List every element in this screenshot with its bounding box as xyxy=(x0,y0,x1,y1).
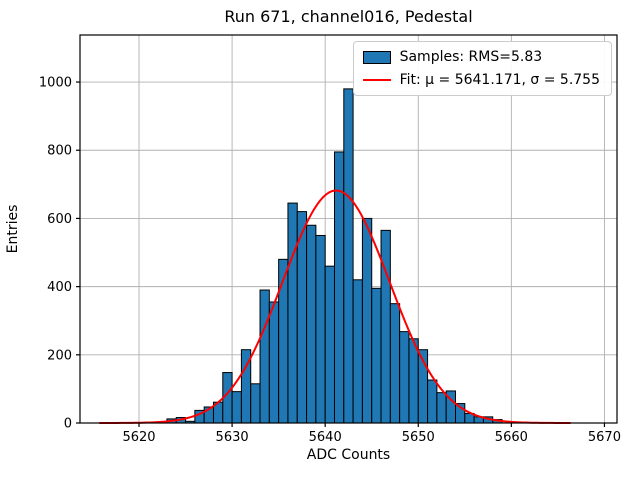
histogram-bar xyxy=(306,224,317,424)
histogram-bar xyxy=(361,217,373,424)
histogram-bar xyxy=(399,331,410,424)
y-axis-tick-label: 600 xyxy=(47,212,72,227)
y-axis-tick-label: 200 xyxy=(47,348,72,363)
x-axis-label: ADC Counts xyxy=(306,447,391,463)
histogram-bar xyxy=(352,279,363,424)
histogram-bar xyxy=(389,303,401,424)
x-axis-tick-label: 5630 xyxy=(216,430,249,445)
legend: Samples: RMS=5.83 Fit: μ = 5641.171, σ =… xyxy=(352,41,612,96)
axes-frame xyxy=(79,34,618,424)
fit-curve xyxy=(98,189,571,424)
samples-swatch xyxy=(362,50,391,64)
histogram-bar xyxy=(287,202,298,424)
histogram-bar xyxy=(315,234,326,424)
y-axis-tick-label: 400 xyxy=(47,280,72,295)
y-axis-tick-label: 0 xyxy=(64,417,72,432)
histogram-bar xyxy=(250,383,261,424)
x-axis-tick-label: 5650 xyxy=(402,430,435,445)
legend-samples-label: Samples: RMS=5.83 xyxy=(399,49,543,65)
x-axis-tick-label: 5670 xyxy=(588,430,621,445)
x-axis-tick-label: 5640 xyxy=(309,430,342,445)
histogram-bar xyxy=(231,391,242,424)
legend-item-samples: Samples: RMS=5.83 xyxy=(362,49,600,65)
histogram-bar xyxy=(427,379,438,424)
y-axis-tick-label: 1000 xyxy=(39,76,72,91)
legend-item-fit: Fit: μ = 5641.171, σ = 5.755 xyxy=(362,72,600,88)
x-axis-tick-label: 5660 xyxy=(495,430,528,445)
x-axis-tick-label: 5620 xyxy=(122,430,155,445)
histogram-bar xyxy=(268,301,280,424)
histogram-bar xyxy=(380,229,391,424)
histogram-bar xyxy=(343,88,354,424)
histogram-bar xyxy=(371,287,382,424)
y-axis-tick-label: 800 xyxy=(47,144,72,159)
histogram-bar xyxy=(324,265,335,424)
chart-title: Run 671, channel016, Pedestal xyxy=(224,7,473,26)
y-axis-label: Entries xyxy=(5,204,21,254)
histogram-bar xyxy=(278,258,289,424)
fit-line-swatch xyxy=(362,79,391,81)
histogram-bar xyxy=(408,338,419,424)
histogram-bar xyxy=(436,392,447,424)
histogram-bar xyxy=(259,289,270,424)
legend-fit-label: Fit: μ = 5641.171, σ = 5.755 xyxy=(399,72,600,88)
